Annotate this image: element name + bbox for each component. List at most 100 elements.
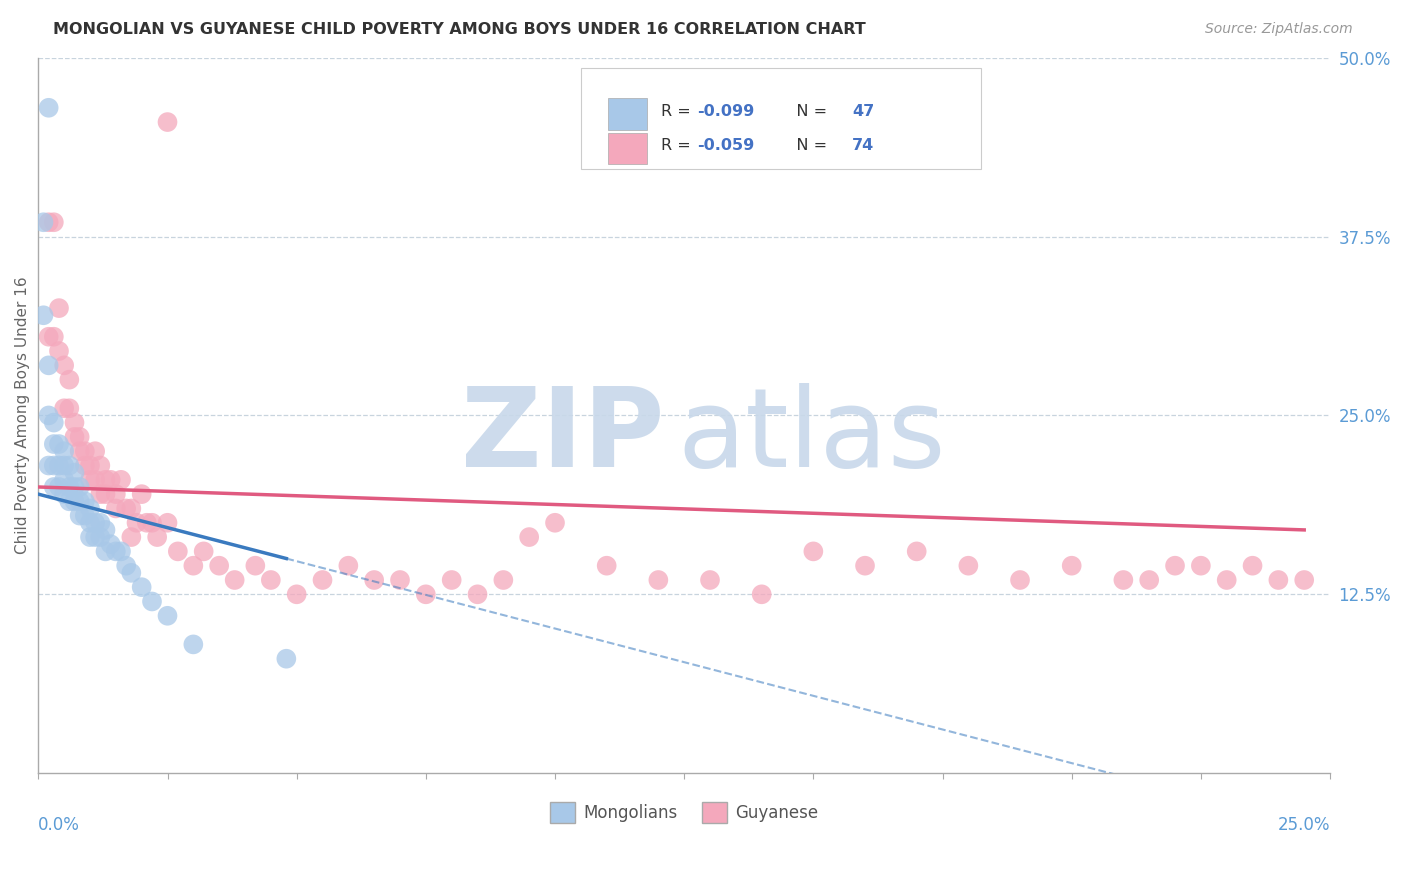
- Point: [94, 544, 117, 558]
- Point: [89, 530, 111, 544]
- Point: [94, 523, 117, 537]
- Point: [1215, 573, 1237, 587]
- Point: [492, 573, 515, 587]
- Point: [1267, 573, 1289, 587]
- Point: [245, 558, 267, 573]
- Point: [595, 558, 617, 573]
- Point: [104, 544, 127, 558]
- Point: [58, 458, 80, 473]
- Point: [131, 580, 153, 594]
- Point: [100, 473, 122, 487]
- FancyBboxPatch shape: [607, 133, 647, 164]
- Point: [84, 516, 107, 530]
- Point: [183, 558, 205, 573]
- Point: [73, 508, 96, 523]
- Point: [38, 101, 60, 115]
- Point: [141, 594, 163, 608]
- Point: [131, 487, 153, 501]
- Point: [69, 444, 91, 458]
- Point: [1189, 558, 1212, 573]
- Text: R =: R =: [661, 138, 696, 153]
- Point: [389, 573, 412, 587]
- Point: [69, 494, 91, 508]
- Point: [337, 558, 360, 573]
- Point: [467, 587, 489, 601]
- Point: [801, 544, 824, 558]
- Point: [32, 308, 55, 322]
- Point: [110, 544, 132, 558]
- FancyBboxPatch shape: [607, 98, 647, 130]
- Point: [38, 359, 60, 373]
- Point: [53, 473, 76, 487]
- Point: [110, 473, 132, 487]
- Point: [517, 530, 540, 544]
- Point: [63, 466, 86, 480]
- Point: [94, 473, 117, 487]
- Text: 0.0%: 0.0%: [38, 816, 80, 834]
- Point: [285, 587, 308, 601]
- Point: [363, 573, 385, 587]
- Point: [208, 558, 231, 573]
- Point: [415, 587, 437, 601]
- Point: [48, 458, 70, 473]
- Point: [276, 651, 298, 665]
- Point: [94, 487, 117, 501]
- Point: [79, 458, 101, 473]
- Point: [120, 566, 142, 580]
- Point: [146, 530, 169, 544]
- Point: [260, 573, 283, 587]
- Point: [100, 537, 122, 551]
- Text: N =: N =: [782, 138, 832, 153]
- Point: [69, 480, 91, 494]
- Point: [38, 329, 60, 343]
- Point: [156, 115, 179, 129]
- Text: Source: ZipAtlas.com: Source: ZipAtlas.com: [1205, 22, 1353, 37]
- Point: [1164, 558, 1187, 573]
- Point: [183, 637, 205, 651]
- Point: [42, 416, 65, 430]
- Point: [104, 487, 127, 501]
- Text: R =: R =: [661, 104, 696, 120]
- Point: [53, 487, 76, 501]
- Text: -0.099: -0.099: [697, 104, 755, 120]
- Point: [84, 444, 107, 458]
- Point: [58, 480, 80, 494]
- FancyBboxPatch shape: [581, 69, 981, 169]
- Point: [42, 458, 65, 473]
- Point: [115, 558, 138, 573]
- Point: [53, 401, 76, 416]
- Point: [42, 215, 65, 229]
- Point: [193, 544, 215, 558]
- Point: [48, 480, 70, 494]
- Text: ZIP: ZIP: [461, 384, 665, 491]
- Point: [84, 530, 107, 544]
- Point: [79, 501, 101, 516]
- Point: [1137, 573, 1160, 587]
- Point: [156, 516, 179, 530]
- Legend: Mongolians, Guyanese: Mongolians, Guyanese: [543, 796, 825, 830]
- Point: [79, 473, 101, 487]
- Point: [141, 516, 163, 530]
- Point: [89, 487, 111, 501]
- Text: 74: 74: [852, 138, 875, 153]
- Point: [905, 544, 928, 558]
- Text: MONGOLIAN VS GUYANESE CHILD POVERTY AMONG BOYS UNDER 16 CORRELATION CHART: MONGOLIAN VS GUYANESE CHILD POVERTY AMON…: [53, 22, 866, 37]
- Point: [63, 430, 86, 444]
- Point: [647, 573, 669, 587]
- Point: [120, 530, 142, 544]
- Point: [84, 473, 107, 487]
- Point: [42, 480, 65, 494]
- Point: [58, 401, 80, 416]
- Text: 25.0%: 25.0%: [1278, 816, 1330, 834]
- Point: [79, 516, 101, 530]
- Point: [156, 608, 179, 623]
- Point: [544, 516, 567, 530]
- Point: [957, 558, 980, 573]
- Point: [53, 458, 76, 473]
- Point: [63, 494, 86, 508]
- Point: [73, 494, 96, 508]
- Point: [1294, 573, 1316, 587]
- Point: [751, 587, 773, 601]
- Point: [166, 544, 188, 558]
- Text: atlas: atlas: [678, 384, 946, 491]
